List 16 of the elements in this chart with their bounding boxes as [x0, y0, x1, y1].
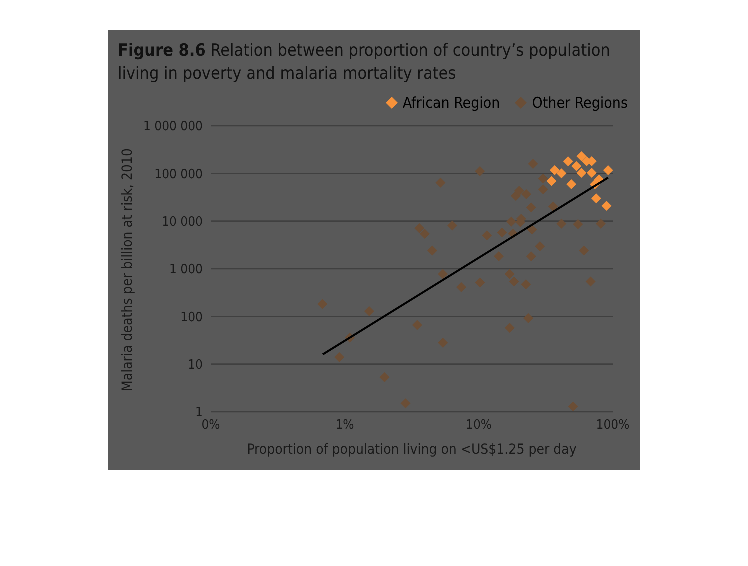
chart-title: Figure 8.6 Relation between proportion of country’s population living in poverty and malaria mortality rates	[118, 40, 612, 86]
x-axis-title: Proportion of population living on <US$1.25 per day	[246, 442, 578, 458]
y-tick-label: 1 000 000	[143, 120, 203, 135]
y-tick-label: 100 000	[154, 167, 203, 182]
x-tick-label: 0%	[202, 418, 220, 434]
x-tick-label: 100%	[596, 418, 630, 434]
y-tick-label: 100	[180, 310, 203, 326]
legend-label: African Region	[402, 94, 500, 112]
y-tick-label: 10 000	[162, 214, 203, 230]
x-tick-label: 10%	[466, 418, 492, 434]
y-tick-label: 1	[196, 406, 203, 421]
y-axis-title: Malaria deaths per billion at risk, 2010	[120, 148, 136, 392]
y-tick-label: 10	[188, 358, 203, 373]
legend-label: Other Regions	[532, 94, 628, 112]
x-tick-label: 1%	[336, 418, 354, 434]
y-tick-label: 1 000	[170, 262, 203, 278]
